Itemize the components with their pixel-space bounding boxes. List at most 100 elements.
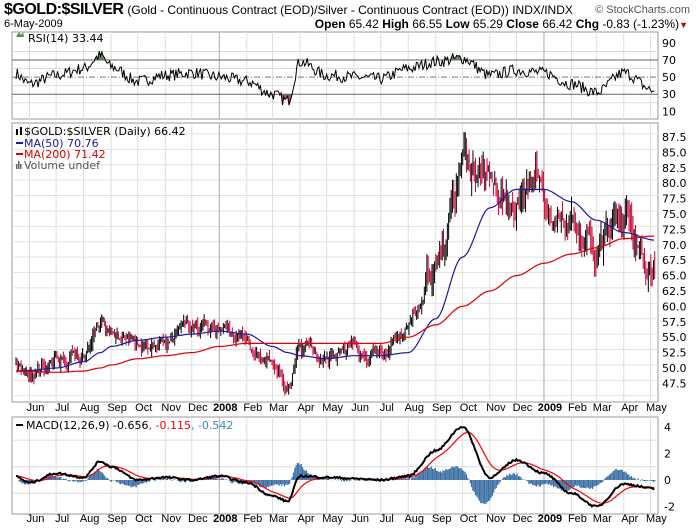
macd-histogram-bar — [577, 480, 579, 486]
macd-histogram-bar — [448, 468, 451, 480]
macd-histogram-bar — [272, 480, 274, 486]
macd-histogram-bar — [283, 480, 285, 487]
macd-histogram-bar — [547, 480, 549, 485]
macd-histogram-bar — [443, 471, 445, 480]
macd-histogram-bar — [103, 474, 105, 480]
price-tick-label: 70.0 — [662, 239, 687, 252]
macd-histogram-bar — [92, 472, 94, 480]
macd-histogram-bar — [74, 480, 76, 482]
macd-histogram-bar — [435, 470, 438, 480]
rsi-tick-label: 90 — [662, 37, 676, 50]
price-tick-label: 85.0 — [662, 146, 687, 159]
macd-histogram-bar — [407, 477, 409, 480]
macd-histogram-bar — [461, 470, 464, 480]
macd-histogram-bar — [650, 480, 652, 481]
macd-histogram-bar — [403, 478, 405, 480]
macd-histogram-bar — [499, 480, 501, 483]
macd-histogram-bar — [235, 480, 237, 483]
macd-histogram-bar — [146, 480, 148, 483]
x-tick-label: Apr — [297, 513, 314, 525]
ma200-legend: MA(200) 71.42 — [24, 148, 106, 161]
macd-histogram-bar — [602, 480, 604, 482]
volume-legend-icon — [20, 164, 22, 169]
macd-histogram-bar — [152, 479, 154, 480]
macd-legend-part: MACD(12,26,9) — [26, 419, 113, 432]
macd-histogram-bar — [136, 480, 139, 486]
macd-legend-part: -0.656 — [113, 419, 148, 432]
macd-histogram-bar — [292, 472, 295, 480]
macd-histogram-bar — [165, 478, 167, 480]
macd-histogram-bar — [562, 480, 564, 491]
macd-legend: MACD(12,26,9) -0.656, -0.115, -0.542 — [26, 419, 233, 432]
x-tick-label: Nov — [486, 402, 506, 414]
macd-histogram-bar — [504, 477, 506, 480]
macd-histogram-bar — [45, 476, 48, 480]
macd-histogram-bar — [318, 479, 321, 480]
macd-histogram-bar — [225, 479, 227, 480]
macd-histogram-bar — [408, 477, 410, 480]
macd-histogram-bar — [412, 477, 414, 480]
x-tick-label: Apr — [297, 402, 314, 414]
macd-histogram-bar — [498, 480, 500, 484]
macd-histogram-bar — [521, 479, 523, 480]
macd-histogram-bar — [276, 480, 278, 485]
x-tick-label: Mar — [269, 513, 288, 525]
macd-histogram-bar — [578, 480, 581, 487]
macd-histogram-bar — [468, 479, 470, 480]
macd-histogram-bar — [572, 480, 574, 488]
macd-histogram-bar — [231, 480, 233, 484]
macd-histogram-bar — [537, 480, 539, 485]
macd-histogram-bar — [118, 480, 120, 484]
macd-histogram-bar — [485, 480, 487, 505]
low-value: 65.29 — [472, 17, 503, 31]
macd-histogram-bar — [169, 478, 171, 480]
rsi-tick-label: 50 — [662, 71, 676, 84]
rsi-tick-label: 30 — [662, 88, 676, 101]
macd-histogram-bar — [640, 480, 642, 481]
price-tick-label: 65.0 — [662, 270, 687, 283]
macd-histogram-bar — [589, 480, 591, 490]
macd-histogram-bar — [359, 480, 361, 481]
macd-histogram-bar — [581, 480, 583, 488]
macd-histogram-bar — [270, 480, 272, 486]
macd-histogram-bar — [438, 471, 440, 480]
price-tick-label: 52.5 — [662, 347, 687, 360]
macd-histogram-bar — [300, 464, 302, 480]
macd-histogram-bar — [257, 480, 259, 485]
macd-histogram-bar — [586, 480, 588, 488]
macd-histogram-bar — [222, 478, 224, 480]
macd-histogram-bar — [265, 480, 267, 489]
x-tick-label: Dec — [188, 513, 208, 525]
macd-histogram-bar — [355, 480, 357, 481]
macd-histogram-bar — [458, 467, 460, 480]
macd-histogram-bar — [610, 473, 612, 480]
macd-histogram-bar — [298, 463, 300, 480]
macd-histogram-bar — [60, 476, 62, 480]
macd-histogram-bar — [439, 471, 441, 480]
macd-histogram-bar — [560, 480, 562, 491]
macd-histogram-bar — [433, 469, 435, 480]
macd-histogram-bar — [584, 480, 586, 489]
x-tick-label: Nov — [161, 402, 181, 414]
macd-histogram-bar — [556, 480, 558, 489]
macd-histogram-bar — [460, 468, 462, 480]
macd-histogram-bar — [612, 471, 614, 480]
macd-histogram-bar — [454, 467, 456, 480]
macd-histogram-bar — [565, 480, 568, 490]
macd-histogram-bar — [365, 480, 367, 482]
macd-histogram-bar — [156, 479, 158, 480]
macd-histogram-bar — [90, 474, 92, 480]
high-label: High — [382, 17, 409, 31]
macd-histogram-bar — [529, 480, 531, 485]
macd-histogram-bar — [44, 476, 46, 480]
macd-histogram-bar — [420, 471, 422, 480]
macd-histogram-bar — [615, 468, 617, 480]
macd-histogram-bar — [77, 480, 79, 483]
macd-histogram-bar — [614, 470, 616, 480]
macd-histogram-bar — [69, 480, 71, 482]
macd-histogram-bar — [536, 480, 538, 487]
macd-histogram-bar — [104, 476, 106, 480]
macd-histogram-bar — [317, 478, 319, 480]
macd-histogram-bar — [632, 478, 634, 480]
macd-histogram-bar — [642, 480, 644, 481]
